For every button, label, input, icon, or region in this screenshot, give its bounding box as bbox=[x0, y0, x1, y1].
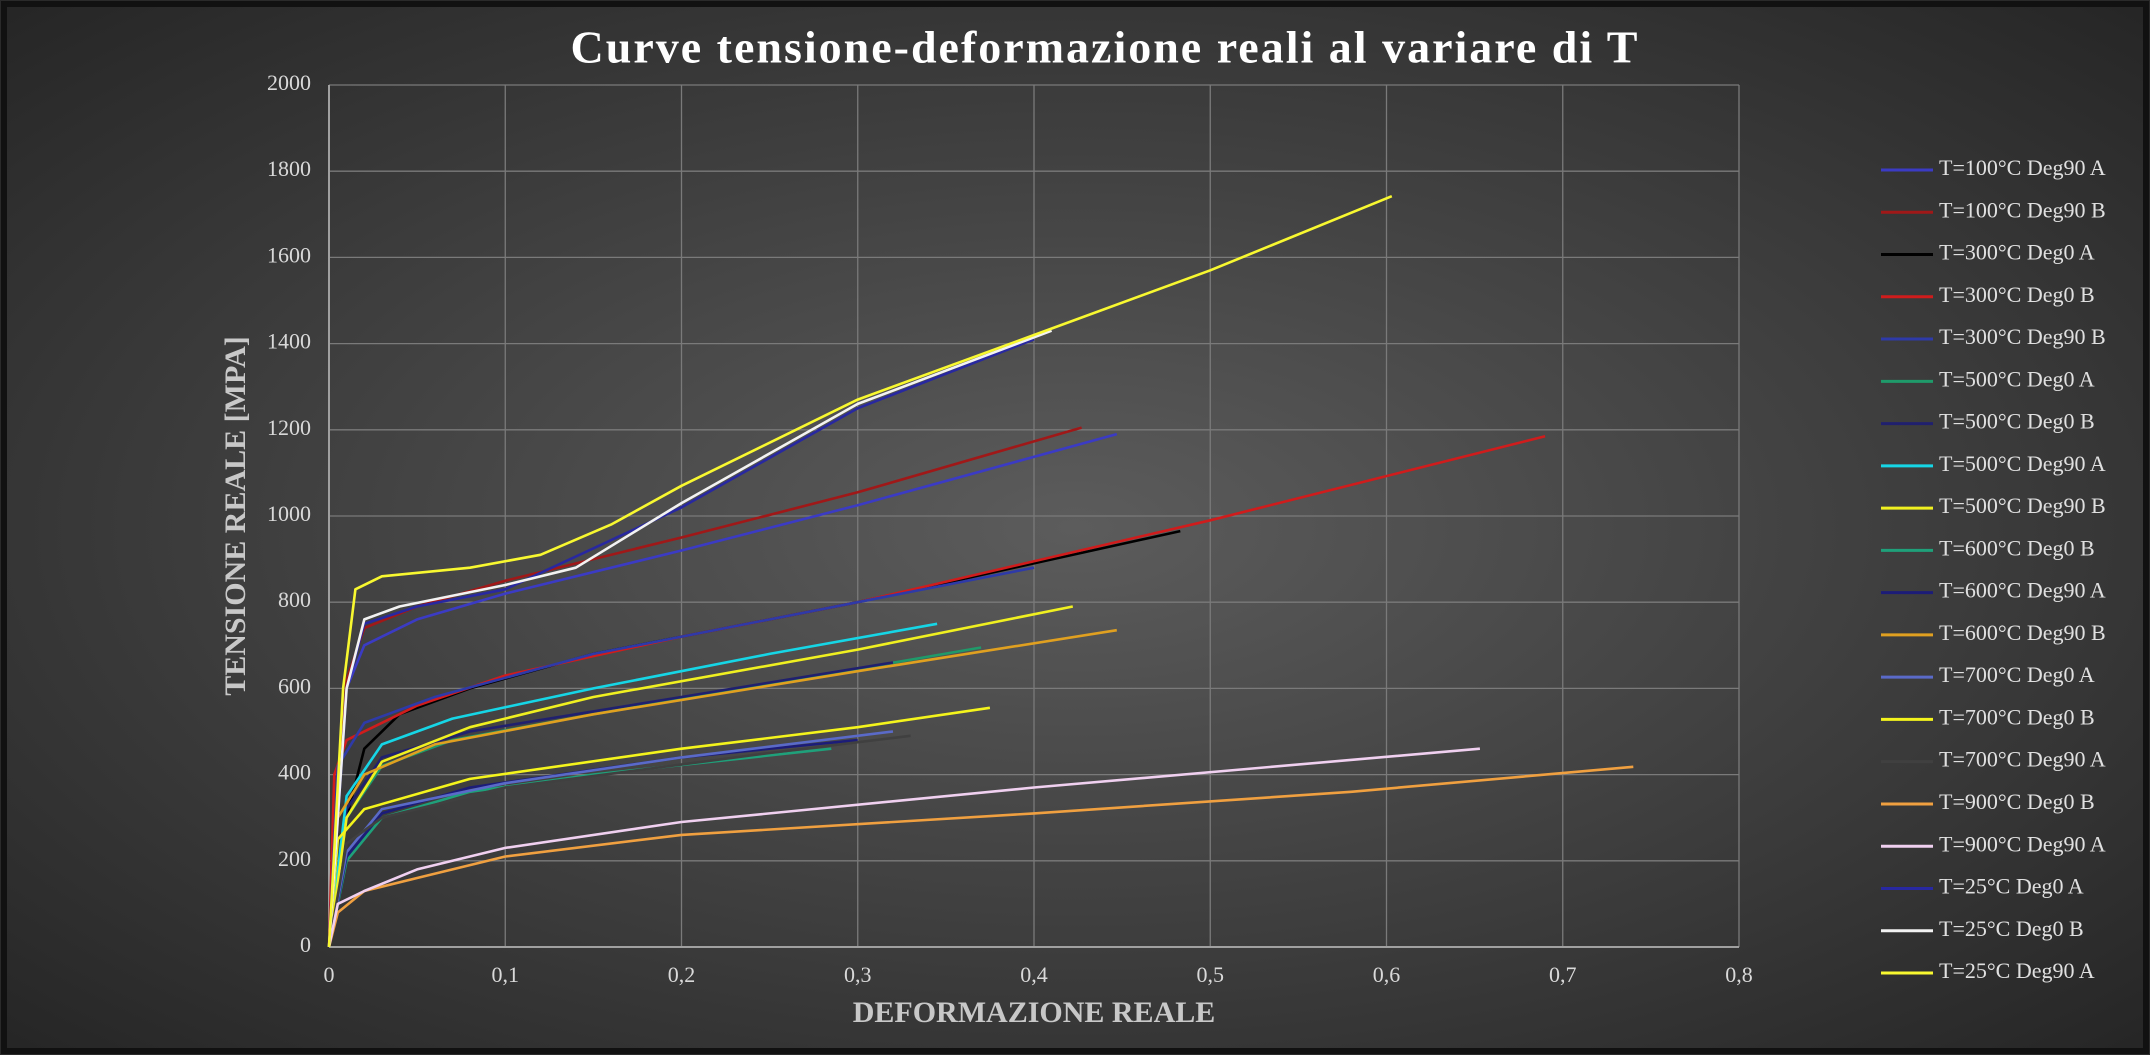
y-tick-label: 1200 bbox=[267, 415, 311, 440]
legend-label: T=500°C Deg90 B bbox=[1939, 493, 2106, 518]
x-tick-label: 0,4 bbox=[1020, 962, 1048, 987]
series-line bbox=[327, 734, 911, 948]
legend-label: T=300°C Deg0 A bbox=[1939, 240, 2095, 265]
x-tick-label: 0,2 bbox=[668, 962, 696, 987]
y-tick-label: 600 bbox=[278, 673, 311, 698]
x-tick-label: 0 bbox=[324, 962, 335, 987]
legend-label: T=700°C Deg90 A bbox=[1939, 747, 2106, 772]
series-line bbox=[327, 605, 1074, 948]
legend-label: T=500°C Deg90 A bbox=[1939, 451, 2106, 476]
legend-label: T=25°C Deg0 A bbox=[1939, 874, 2084, 899]
legend-label: T=700°C Deg0 A bbox=[1939, 662, 2095, 687]
y-tick-label: 1000 bbox=[267, 501, 311, 526]
legend-label: T=25°C Deg0 B bbox=[1939, 916, 2084, 941]
x-tick-label: 0,7 bbox=[1549, 962, 1577, 987]
y-tick-label: 1800 bbox=[267, 156, 311, 181]
legend-label: T=500°C Deg0 A bbox=[1939, 366, 2095, 391]
series-line bbox=[327, 765, 1634, 948]
legend-label: T=25°C Deg90 A bbox=[1939, 958, 2095, 983]
x-tick-label: 0,6 bbox=[1373, 962, 1401, 987]
legend-label: T=300°C Deg0 B bbox=[1939, 282, 2095, 307]
y-tick-label: 0 bbox=[300, 932, 311, 957]
y-tick-label: 800 bbox=[278, 587, 311, 612]
legend-label: T=600°C Deg90 A bbox=[1939, 578, 2106, 603]
legend-label: T=900°C Deg90 A bbox=[1939, 831, 2106, 856]
x-axis-label: DEFORMAZIONE REALE bbox=[853, 996, 1216, 1029]
series-line bbox=[327, 747, 1481, 948]
legend-label: T=300°C Deg90 B bbox=[1939, 324, 2106, 349]
y-tick-label: 400 bbox=[278, 760, 311, 785]
legend-label: T=600°C Deg90 B bbox=[1939, 620, 2106, 645]
series-line bbox=[327, 194, 1393, 948]
y-tick-label: 1600 bbox=[267, 242, 311, 267]
series-line bbox=[327, 622, 938, 948]
legend-label: T=900°C Deg0 B bbox=[1939, 789, 2095, 814]
legend-label: T=600°C Deg0 B bbox=[1939, 535, 2095, 560]
chart-title: Curve tensione-deformazione reali al var… bbox=[571, 22, 1640, 73]
x-tick-label: 0,1 bbox=[492, 962, 520, 987]
y-tick-label: 200 bbox=[278, 846, 311, 871]
legend-label: T=500°C Deg0 B bbox=[1939, 409, 2095, 434]
x-tick-label: 0,8 bbox=[1725, 962, 1753, 987]
legend-label: T=100°C Deg90 B bbox=[1939, 197, 2106, 222]
series-line bbox=[327, 706, 991, 948]
legend-label: T=700°C Deg0 B bbox=[1939, 704, 2095, 729]
series-line bbox=[327, 329, 1053, 948]
x-tick-label: 0,5 bbox=[1197, 962, 1225, 987]
x-tick-label: 0,3 bbox=[844, 962, 872, 987]
y-tick-label: 2000 bbox=[267, 70, 311, 95]
legend-label: T=100°C Deg90 A bbox=[1939, 155, 2106, 180]
y-tick-label: 1400 bbox=[267, 329, 311, 354]
y-axis-label: TENSIONE REALE [MPA] bbox=[219, 336, 252, 695]
